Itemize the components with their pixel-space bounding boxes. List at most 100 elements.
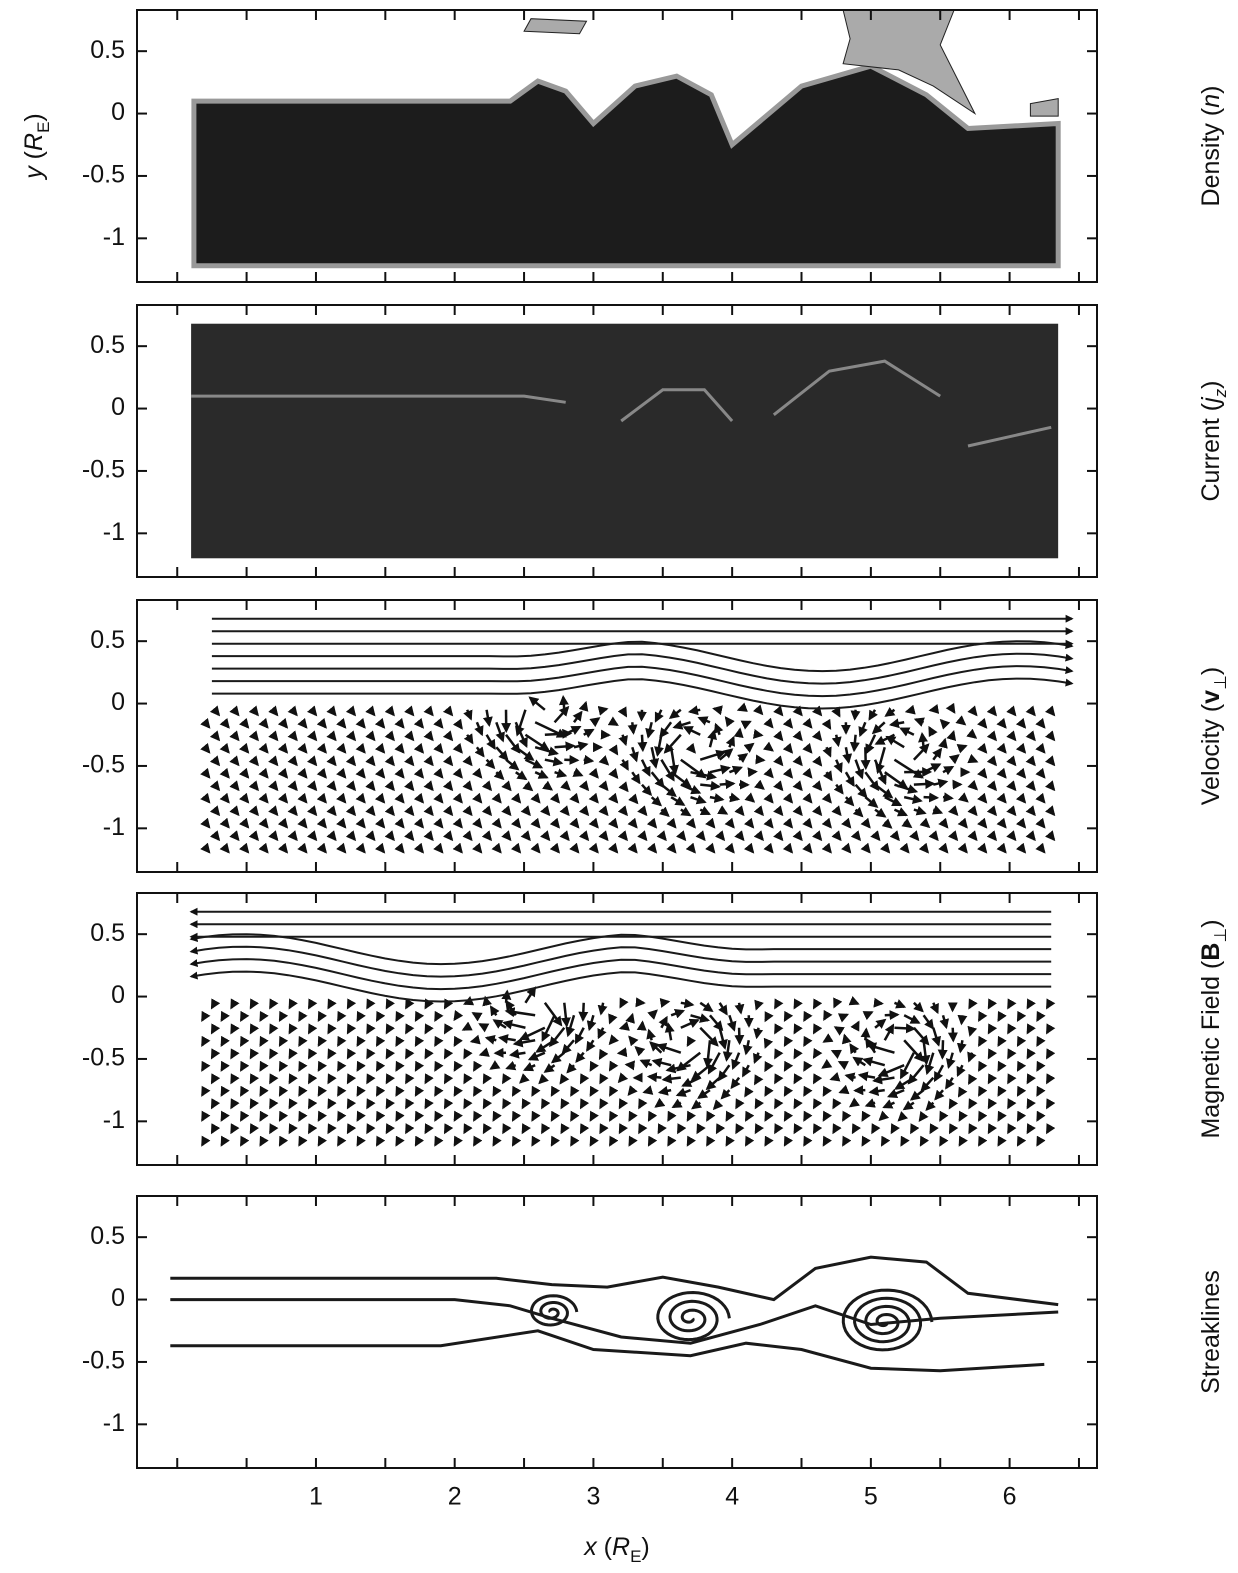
vector-arrow bbox=[298, 1035, 308, 1047]
vector-arrow bbox=[220, 1035, 230, 1047]
vector-arrow bbox=[919, 1135, 930, 1147]
vector-arrow bbox=[452, 742, 463, 754]
vector-arrow bbox=[913, 805, 927, 816]
label-part: x bbox=[583, 1533, 598, 1561]
vector-arrow bbox=[561, 1039, 575, 1055]
vector-arrow bbox=[650, 771, 665, 789]
vector-arrow bbox=[929, 1123, 939, 1135]
vector-arrow bbox=[538, 1073, 549, 1085]
vector-arrow bbox=[531, 1110, 541, 1122]
label-part: Streaklines bbox=[1197, 1270, 1225, 1394]
vector-arrow bbox=[715, 1123, 726, 1135]
y-tick-label: -0.5 bbox=[82, 456, 125, 484]
vector-arrow bbox=[740, 720, 752, 730]
vector-arrow bbox=[550, 1110, 561, 1122]
vector-arrow bbox=[443, 1023, 454, 1035]
vector-arrow bbox=[337, 1110, 347, 1122]
vector-arrow bbox=[588, 792, 599, 804]
vector-arrow bbox=[365, 830, 376, 842]
vector-arrow bbox=[654, 734, 664, 757]
vector-arrow bbox=[201, 1085, 211, 1097]
vector-arrow bbox=[811, 805, 823, 817]
vector-arrow bbox=[670, 1008, 686, 1019]
vector-arrow bbox=[937, 1040, 948, 1060]
vector-arrow bbox=[219, 817, 230, 829]
vector-arrow bbox=[860, 817, 871, 829]
vector-arrow bbox=[640, 759, 651, 777]
vector-arrow bbox=[453, 1035, 463, 1047]
vector-arrow bbox=[474, 746, 485, 758]
field-line bbox=[191, 394, 566, 404]
vector-arrow bbox=[346, 998, 357, 1010]
vector-arrow bbox=[491, 817, 502, 829]
vector-arrow bbox=[200, 817, 211, 829]
vector-arrow bbox=[718, 1027, 728, 1050]
vector-arrow bbox=[569, 817, 580, 829]
vector-arrow bbox=[550, 1135, 561, 1147]
vector-arrow bbox=[666, 817, 677, 829]
vector-arrow bbox=[733, 727, 744, 739]
vector-arrow bbox=[209, 755, 221, 767]
vector-arrow bbox=[681, 1076, 701, 1087]
vector-arrow bbox=[355, 842, 366, 854]
vector-arrow bbox=[453, 1135, 463, 1147]
vector-arrow bbox=[802, 767, 813, 779]
vector-arrow bbox=[675, 1051, 702, 1072]
vector-arrow bbox=[1036, 1085, 1046, 1097]
vector-arrow bbox=[802, 792, 813, 804]
panel-frame bbox=[136, 304, 1098, 578]
vector-arrow bbox=[540, 830, 551, 842]
vector-arrow bbox=[793, 1098, 803, 1110]
vector-arrow bbox=[705, 842, 716, 854]
vector-arrow bbox=[703, 1040, 713, 1069]
vector-arrow bbox=[1025, 705, 1036, 717]
vector-arrow bbox=[384, 730, 395, 742]
vector-arrow bbox=[588, 817, 599, 829]
vector-arrow bbox=[501, 780, 512, 792]
vector-arrow bbox=[932, 747, 943, 761]
vector-arrow bbox=[452, 842, 463, 854]
label-part: ⊥ bbox=[1211, 675, 1230, 690]
vector-arrow bbox=[530, 817, 541, 829]
vector-arrow bbox=[997, 1085, 1007, 1097]
vector-arrow bbox=[375, 1110, 386, 1122]
vector-arrow bbox=[782, 792, 794, 804]
vector-arrow bbox=[434, 1135, 444, 1147]
vector-arrow bbox=[374, 817, 386, 829]
vector-arrow bbox=[442, 730, 454, 742]
vector-arrow bbox=[637, 805, 648, 817]
vector-arrow bbox=[598, 1048, 609, 1060]
vector-arrow bbox=[903, 794, 923, 804]
vector-arrow bbox=[395, 1010, 405, 1023]
vector-arrow bbox=[924, 1052, 935, 1076]
vector-arrow bbox=[957, 792, 969, 803]
vector-arrow bbox=[287, 730, 298, 742]
vector-arrow bbox=[200, 767, 211, 779]
vector-arrow bbox=[384, 830, 395, 842]
vector-arrow bbox=[414, 1035, 425, 1047]
vector-arrow bbox=[724, 716, 735, 728]
vector-arrow bbox=[792, 805, 803, 817]
vector-arrow bbox=[986, 730, 998, 742]
vector-arrow bbox=[773, 805, 784, 817]
vector-arrow bbox=[269, 1073, 279, 1085]
current-region bbox=[191, 323, 1059, 559]
vector-arrow bbox=[690, 1013, 711, 1023]
vector-arrow bbox=[844, 1072, 856, 1083]
vector-arrow bbox=[967, 753, 979, 764]
vector-arrow bbox=[572, 710, 583, 724]
vector-arrow bbox=[326, 755, 337, 767]
vector-arrow bbox=[657, 1123, 667, 1135]
field-line bbox=[170, 1255, 1059, 1307]
vector-arrow bbox=[957, 1086, 968, 1098]
vector-arrow bbox=[966, 728, 978, 739]
vector-arrow bbox=[691, 1099, 703, 1110]
vector-arrow bbox=[209, 805, 221, 817]
vector-arrow bbox=[880, 1135, 891, 1147]
vector-arrow bbox=[1035, 767, 1046, 779]
vector-arrow bbox=[764, 1060, 774, 1073]
vector-arrow bbox=[277, 817, 289, 829]
vector-arrow bbox=[735, 1098, 745, 1110]
vector-arrow bbox=[997, 1035, 1007, 1047]
vector-arrow bbox=[297, 817, 308, 829]
